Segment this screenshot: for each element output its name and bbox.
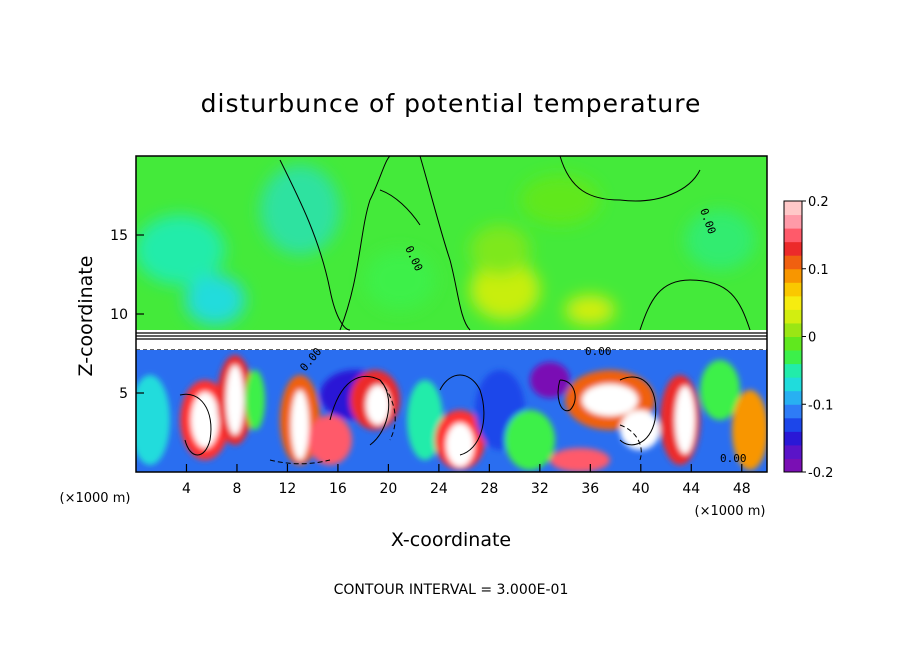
x-axis: 4 8 12 16 20 24 28 32 36 40 44 48 [182, 464, 751, 497]
y-axis-unit: (×1000 m) [60, 491, 131, 506]
colorbar-swatch [784, 214, 802, 229]
x-tick-label: 32 [531, 481, 549, 497]
x-tick-label: 48 [733, 481, 751, 497]
contour-lines [179, 156, 751, 456]
colorbar-swatch [784, 241, 802, 256]
contour-label: 0.00 [585, 345, 612, 358]
chart-title: disturbunce of potential temperature [201, 89, 702, 118]
x-tick-label: 4 [182, 481, 191, 497]
colorbar-tick-label: 0.1 [808, 263, 829, 278]
colorbar-swatch [784, 309, 802, 324]
colorbar-tick-label: -0.2 [808, 466, 833, 481]
x-tick-label: 36 [581, 481, 599, 497]
y-tick-label: 15 [110, 228, 128, 244]
colorbar-swatch [784, 322, 802, 337]
x-tick-label: 20 [379, 481, 397, 497]
contour-lines-dashed [269, 379, 642, 465]
colorbar-tick-label: 0 [808, 331, 816, 346]
colorbar-swatch [784, 404, 802, 419]
colorbar-swatch [784, 431, 802, 446]
colorbar-swatch [784, 363, 802, 378]
contour-interval-note: CONTOUR INTERVAL = 3.000E-01 [334, 582, 569, 598]
colorbar-swatch [784, 336, 802, 351]
colorbar-swatch [784, 268, 802, 283]
colorbar-swatch [784, 282, 802, 297]
x-tick-label: 16 [329, 481, 347, 497]
x-tick-label: 24 [430, 481, 448, 497]
contour-label: 0.00 [720, 452, 747, 465]
colorbar-swatch [784, 201, 802, 216]
colorbar-tick-label: -0.1 [808, 398, 833, 413]
colorbar-tick-label: 0.2 [808, 195, 829, 210]
x-tick-label: 44 [682, 481, 700, 497]
y-axis-label: Z-coordinate [75, 256, 97, 377]
x-axis-label: X-coordinate [391, 529, 511, 551]
colorbar-swatch [784, 255, 802, 270]
colorbar-swatch [784, 377, 802, 392]
colorbar: 0.2 0.1 0 -0.1 -0.2 [783, 195, 833, 481]
x-tick-label: 28 [480, 481, 498, 497]
colorbar-swatch [784, 390, 802, 405]
x-tick-label: 8 [232, 481, 241, 497]
y-tick-label: 10 [110, 307, 128, 323]
x-tick-label: 12 [279, 481, 297, 497]
colorbar-swatch [784, 444, 802, 459]
x-axis-unit: (×1000 m) [695, 504, 766, 519]
colorbar-swatch [784, 295, 802, 310]
upper-field-blotches [136, 165, 755, 325]
colorbar-swatch [784, 458, 802, 473]
colorbar-swatch [784, 417, 802, 432]
colorbar-swatch [784, 350, 802, 365]
x-tick-label: 40 [632, 481, 650, 497]
y-axis: 5 10 15 [110, 228, 144, 402]
colorbar-swatch [784, 228, 802, 243]
y-tick-label: 5 [119, 386, 128, 402]
plot-area: 0.00 0.00 0.00 0.00 0.00 [136, 156, 767, 472]
